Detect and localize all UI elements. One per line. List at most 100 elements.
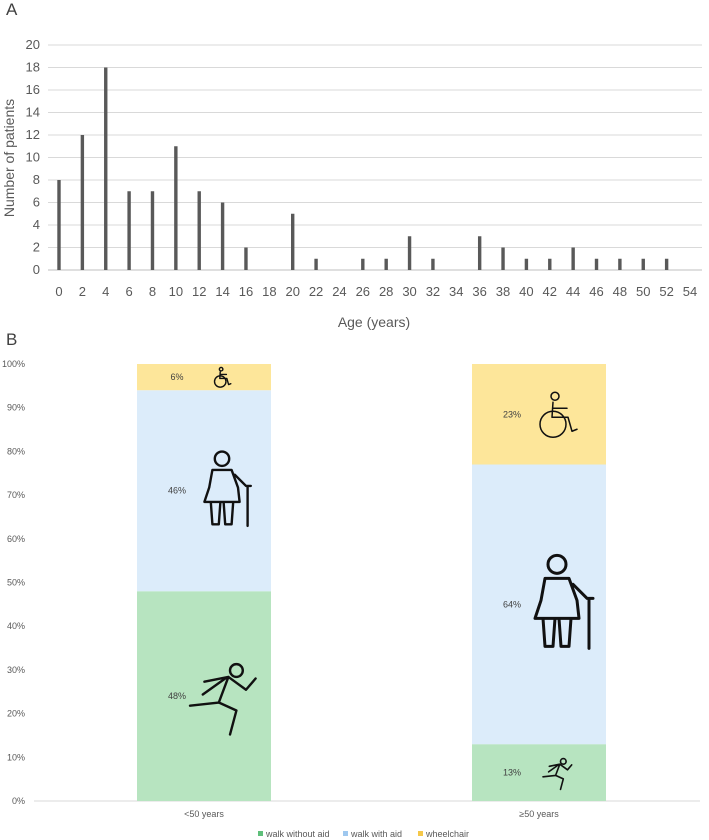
histogram-bar xyxy=(618,258,622,270)
stacked-percent-chart: 0% 10% 20% 30% 40% 50% 60% 70% 80% 90% 100% 48% 46% 6… xyxy=(2,359,700,839)
histogram-bar xyxy=(384,258,388,270)
x-tick-label: 8 xyxy=(149,284,156,299)
data-label: 6% xyxy=(170,372,183,382)
y-tick-label: 2 xyxy=(33,240,40,255)
stacked-segment xyxy=(137,591,271,801)
panel-a-letter: A xyxy=(6,0,18,19)
data-label: 64% xyxy=(503,599,521,609)
histogram-bar xyxy=(477,236,482,270)
histogram-bar xyxy=(524,258,529,270)
legend-swatch xyxy=(258,831,263,836)
x-tick-label: 32 xyxy=(426,284,440,299)
y-tick-label: 90% xyxy=(7,403,25,413)
histogram-bar xyxy=(548,258,552,270)
y-tick-label: 100% xyxy=(2,359,25,369)
y-tick-label: 20 xyxy=(26,37,40,52)
y-tick-label: 8 xyxy=(33,172,40,187)
histogram-bar xyxy=(80,135,85,270)
x-tick-label: 0 xyxy=(55,284,62,299)
person-with-cane-icon xyxy=(533,553,595,650)
stacked-segment xyxy=(472,744,606,801)
legend-swatch xyxy=(343,831,348,836)
histogram-bar xyxy=(150,191,155,270)
y-axis-title: Number of patients xyxy=(1,99,17,217)
histogram-bar xyxy=(57,180,61,270)
x-tick-label: 4 xyxy=(102,284,109,299)
data-label: 13% xyxy=(503,768,521,778)
y-tick-label: 12 xyxy=(26,127,40,142)
y-tick-label: 0 xyxy=(33,262,40,277)
panel-b-letter: B xyxy=(6,330,18,349)
x-tick-label: 12 xyxy=(192,284,206,299)
x-tick-label: 50 xyxy=(636,284,650,299)
x-category-label: ≥50 years xyxy=(519,809,559,819)
x-category-label: <50 years xyxy=(184,809,224,819)
histogram-bar xyxy=(244,247,248,270)
x-tick-label: 52 xyxy=(659,284,673,299)
x-tick-label: 40 xyxy=(519,284,533,299)
data-label: 48% xyxy=(168,691,186,701)
legend-label: walk with aid xyxy=(350,829,402,839)
x-tick-label: 36 xyxy=(472,284,486,299)
y-tick-label: 16 xyxy=(26,82,40,97)
x-tick-label: 20 xyxy=(285,284,299,299)
histogram-bar xyxy=(594,258,599,270)
running-person-icon xyxy=(542,757,573,791)
y-tick-label: 10% xyxy=(7,752,25,762)
x-tick-label: 34 xyxy=(449,284,463,299)
x-tick-label: 18 xyxy=(262,284,276,299)
wheelchair-icon xyxy=(213,366,232,388)
x-tick-label: 38 xyxy=(496,284,510,299)
data-label: 23% xyxy=(503,409,521,419)
histogram-bar xyxy=(291,213,295,270)
y-tick-label: 6 xyxy=(33,195,40,210)
histogram-bar xyxy=(664,258,669,270)
y-tick-label: 80% xyxy=(7,446,25,456)
x-tick-label: 28 xyxy=(379,284,393,299)
x-tick-label: 42 xyxy=(543,284,557,299)
histogram-bar xyxy=(174,146,178,270)
legend-label: walk without aid xyxy=(265,829,330,839)
running-person-icon xyxy=(188,662,257,736)
x-tick-label: 24 xyxy=(332,284,346,299)
person-with-cane-icon xyxy=(203,450,252,528)
histogram-bar xyxy=(127,191,131,270)
stacked-segment xyxy=(137,364,271,391)
histogram-bar xyxy=(431,258,435,270)
x-axis-title: Age (years) xyxy=(338,314,410,330)
x-tick-label: 26 xyxy=(356,284,370,299)
y-tick-label: 40% xyxy=(7,621,25,631)
y-tick-label: 4 xyxy=(33,217,40,232)
histogram-bar xyxy=(220,202,225,270)
y-tick-label: 60% xyxy=(7,534,25,544)
x-tick-label: 48 xyxy=(613,284,627,299)
y-tick-label: 10 xyxy=(26,150,40,165)
x-tick-label: 16 xyxy=(239,284,253,299)
stacked-segment xyxy=(137,390,271,592)
histogram-bar xyxy=(361,258,365,270)
legend-swatch xyxy=(418,831,423,836)
histogram-bar xyxy=(314,258,318,270)
y-tick-label: 0% xyxy=(12,796,25,806)
wheelchair-icon xyxy=(539,391,578,439)
x-tick-label: 14 xyxy=(215,284,229,299)
x-tick-label: 46 xyxy=(589,284,603,299)
y-tick-label: 18 xyxy=(26,60,40,75)
data-label: 46% xyxy=(168,486,186,496)
x-tick-label: 44 xyxy=(566,284,580,299)
y-tick-label: 30% xyxy=(7,665,25,675)
x-tick-label: 30 xyxy=(402,284,416,299)
y-tick-label: 70% xyxy=(7,490,25,500)
y-tick-label: 50% xyxy=(7,578,25,588)
x-tick-label: 22 xyxy=(309,284,323,299)
y-tick-label: 14 xyxy=(26,105,40,120)
y-tick-label: 20% xyxy=(7,709,25,719)
histogram-bar xyxy=(104,67,108,270)
stacked-segment xyxy=(472,364,606,465)
x-tick-label: 6 xyxy=(125,284,132,299)
histogram-bar xyxy=(407,236,412,270)
histogram-bar xyxy=(501,247,505,270)
x-tick-label: 54 xyxy=(683,284,697,299)
histogram-bar xyxy=(197,191,201,270)
